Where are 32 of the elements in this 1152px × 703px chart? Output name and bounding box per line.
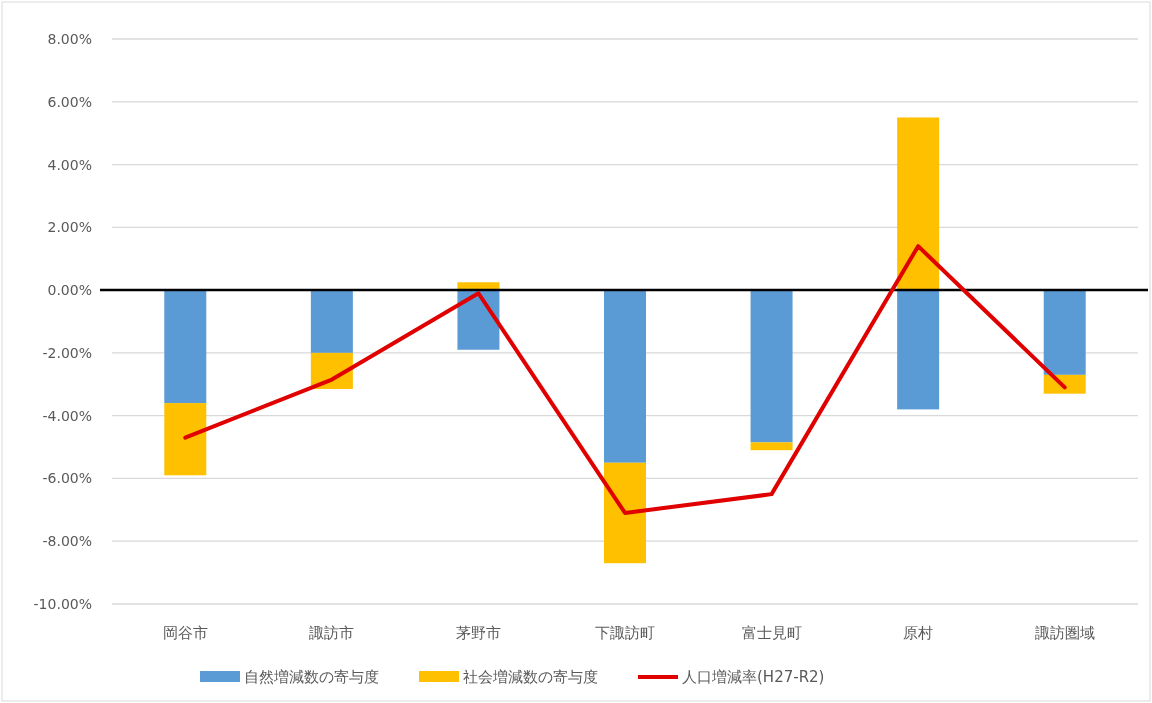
y-tick-label: -10.00% bbox=[33, 596, 92, 612]
bar bbox=[897, 290, 940, 410]
bar bbox=[1043, 290, 1086, 375]
bar bbox=[604, 290, 646, 463]
bar bbox=[750, 442, 793, 451]
line-series bbox=[183, 244, 1067, 515]
y-tick-label: -2.00% bbox=[42, 344, 92, 361]
legend-label: 社会増減数の寄与度 bbox=[463, 668, 598, 686]
x-tick-label: 茅野市 bbox=[455, 624, 501, 642]
y-tick-label: 0.00% bbox=[47, 282, 92, 299]
y-tick-label: -4.00% bbox=[42, 407, 92, 424]
y-tick-label: 4.00% bbox=[47, 156, 92, 173]
y-tick-label: -8.00% bbox=[42, 533, 92, 550]
bar bbox=[604, 462, 646, 564]
y-tick-label: 2.00% bbox=[47, 219, 92, 236]
bar bbox=[164, 403, 207, 476]
bar bbox=[1043, 374, 1086, 394]
y-tick-label: 6.00% bbox=[47, 93, 92, 110]
legend-label: 人口増減率(H27-R2) bbox=[682, 668, 825, 686]
y-tick-label: 8.00% bbox=[47, 31, 92, 47]
bar bbox=[750, 290, 793, 443]
x-tick-label: 諏訪市 bbox=[309, 624, 355, 642]
legend-label: 自然増減数の寄与度 bbox=[244, 668, 379, 686]
x-tick-label: 富士見町 bbox=[741, 624, 802, 642]
bar bbox=[897, 117, 940, 291]
x-tick-label: 岡谷市 bbox=[162, 624, 208, 642]
x-tick-label: 原村 bbox=[903, 624, 934, 642]
y-tick-label: -6.00% bbox=[42, 470, 92, 487]
bar bbox=[164, 290, 207, 404]
x-tick-label: 下諏訪町 bbox=[595, 624, 655, 642]
bar bbox=[310, 290, 353, 353]
x-tick-label: 諏訪圏域 bbox=[1034, 624, 1095, 642]
